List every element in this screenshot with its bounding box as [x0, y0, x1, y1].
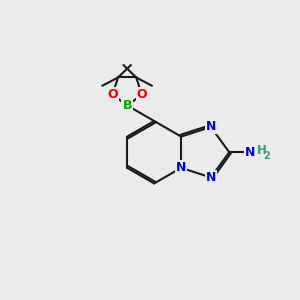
Text: N: N	[245, 146, 255, 159]
Text: B: B	[122, 99, 132, 112]
Text: N: N	[176, 161, 186, 174]
Text: O: O	[136, 88, 147, 101]
Text: N: N	[206, 121, 216, 134]
Text: O: O	[107, 88, 118, 101]
Text: 2: 2	[263, 151, 270, 161]
Text: H: H	[256, 144, 266, 157]
Text: N: N	[206, 171, 216, 184]
